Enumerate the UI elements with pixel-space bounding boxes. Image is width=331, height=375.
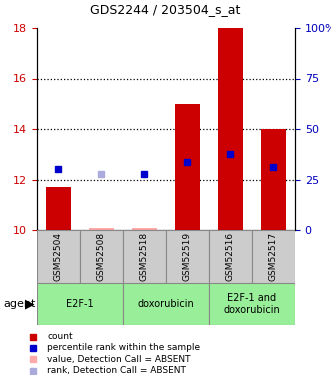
Bar	[46, 187, 71, 230]
Bar	[89, 228, 115, 230]
Text: E2F-1 and
doxorubicin: E2F-1 and doxorubicin	[224, 293, 280, 315]
Text: GSM52517: GSM52517	[269, 232, 278, 281]
Bar	[209, 230, 252, 283]
Bar	[37, 230, 80, 283]
Text: GSM52518: GSM52518	[140, 232, 149, 281]
Text: agent: agent	[3, 299, 36, 309]
Text: value, Detection Call = ABSENT: value, Detection Call = ABSENT	[47, 355, 191, 364]
Bar	[217, 28, 243, 230]
Bar	[166, 230, 209, 283]
Text: E2F-1: E2F-1	[66, 299, 94, 309]
Text: doxorubicin: doxorubicin	[138, 299, 194, 309]
Text: count: count	[47, 332, 73, 341]
Text: ▶: ▶	[25, 297, 34, 310]
Bar	[37, 283, 123, 325]
Text: GDS2244 / 203504_s_at: GDS2244 / 203504_s_at	[90, 3, 241, 16]
Text: GSM52504: GSM52504	[54, 232, 63, 281]
Bar	[123, 283, 209, 325]
Bar	[80, 230, 123, 283]
Text: rank, Detection Call = ABSENT: rank, Detection Call = ABSENT	[47, 366, 186, 375]
Bar	[123, 230, 166, 283]
Bar	[209, 283, 295, 325]
Bar	[260, 129, 286, 230]
Bar	[174, 104, 200, 230]
Text: percentile rank within the sample: percentile rank within the sample	[47, 344, 200, 352]
Bar	[132, 228, 158, 230]
Text: GSM52516: GSM52516	[226, 232, 235, 281]
Bar	[252, 230, 295, 283]
Text: GSM52508: GSM52508	[97, 232, 106, 281]
Text: GSM52519: GSM52519	[183, 232, 192, 281]
